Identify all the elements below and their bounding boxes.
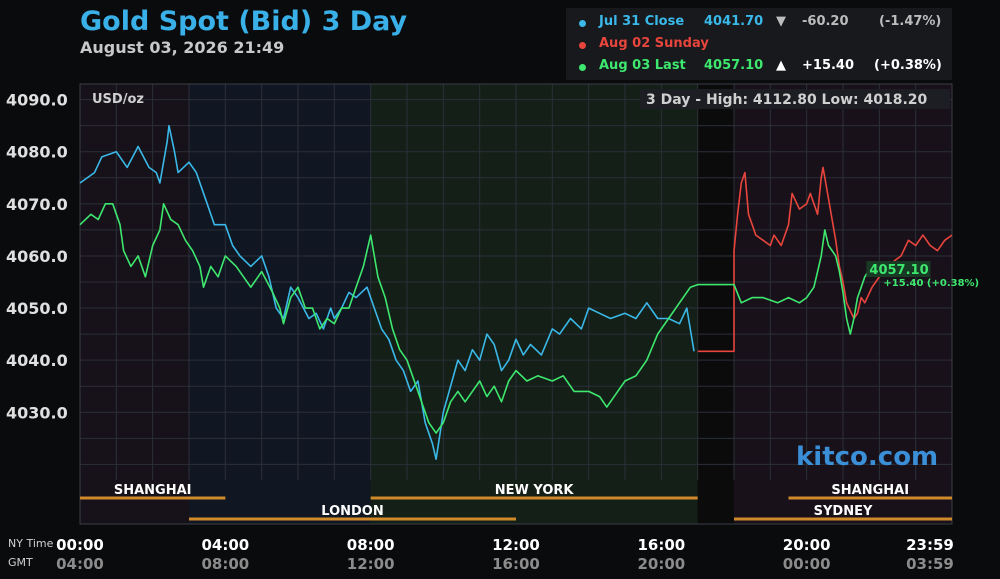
legend-label: Aug 02 Sunday [599, 36, 709, 51]
x-tick-label-ny: 04:00 [201, 536, 249, 554]
last-price-box [866, 261, 931, 278]
legend-arrow: ▲ [776, 58, 786, 73]
session-band [370, 84, 698, 524]
range-info-label: 3 Day - High: 4112.80 Low: 4018.20 [646, 92, 928, 108]
x-tick-label-gmt: 03:59 [906, 555, 954, 573]
session-band [697, 84, 734, 524]
y-tick-label: 4080.0 [6, 143, 68, 162]
legend-item-jul31: Jul 31 Close 4041.70 ▼ -60.20 (-1.47%) [566, 14, 952, 34]
x-tick-label-gmt: 20:00 [637, 555, 685, 573]
series-line [697, 166, 953, 353]
last-change-label: +15.40 (+0.38%) [883, 278, 979, 289]
session-label: SYDNEY [814, 504, 873, 519]
last-price-label: 4057.10 [869, 263, 928, 278]
gmt-label: GMT [8, 556, 33, 569]
series-line [79, 203, 870, 434]
session-label: LONDON [321, 504, 383, 519]
y-tick-label: 4090.0 [6, 91, 68, 110]
legend-dot [579, 20, 586, 27]
session-label: NEW YORK [495, 483, 575, 498]
kitco-watermark: kitco.com [796, 442, 939, 472]
legend-item-aug03: Aug 03 Last 4057.10 ▲ +15.40 (+0.38%) [566, 58, 952, 78]
legend-label: Aug 03 Last [599, 58, 686, 73]
legend-label: Jul 31 Close [599, 14, 685, 29]
y-tick-label: 4050.0 [6, 299, 68, 318]
y-tick-label: 4030.0 [6, 403, 68, 422]
legend-percent: (-1.47%) [879, 14, 942, 29]
x-tick-label-gmt: 12:00 [347, 555, 395, 573]
x-tick-label-ny: 08:00 [347, 536, 395, 554]
legend-change: -60.20 [802, 14, 849, 29]
legend-dot [579, 64, 586, 71]
x-tick-label-ny: 12:00 [492, 536, 540, 554]
chart-legend: Jul 31 Close 4041.70 ▼ -60.20 (-1.47%) A… [566, 8, 952, 80]
chart-title: Gold Spot (Bid) 3 Day [80, 6, 408, 37]
session-band [80, 84, 189, 524]
x-tick-label-ny: 23:59 [906, 536, 954, 554]
legend-percent: (+0.38%) [874, 58, 942, 73]
legend-item-aug02: Aug 02 Sunday [566, 36, 952, 56]
y-tick-label: 4060.0 [6, 247, 68, 266]
session-label: SHANGHAI [831, 483, 909, 498]
x-tick-label-ny: 16:00 [637, 536, 685, 554]
x-tick-label-gmt: 00:00 [783, 555, 831, 573]
legend-arrow: ▼ [776, 14, 786, 29]
unit-label: USD/oz [92, 92, 144, 107]
session-label: SHANGHAI [114, 483, 192, 498]
ny-time-label: NY Time [8, 537, 54, 550]
series-line [79, 124, 695, 460]
x-tick-label-gmt: 16:00 [492, 555, 540, 573]
plot-border [79, 83, 953, 525]
range-info-box [640, 89, 950, 109]
y-tick-label: 4040.0 [6, 351, 68, 370]
session-band [189, 84, 371, 524]
x-tick-label-gmt: 04:00 [56, 555, 104, 573]
legend-value: 4041.70 [704, 14, 764, 29]
legend-change: +15.40 [802, 58, 855, 73]
legend-dot [579, 42, 586, 49]
chart-timestamp: August 03, 2026 21:49 [80, 38, 285, 57]
x-tick-label-ny: 20:00 [783, 536, 831, 554]
x-tick-label-gmt: 08:00 [201, 555, 249, 573]
x-tick-label-ny: 00:00 [56, 536, 104, 554]
legend-value: 4057.10 [704, 58, 764, 73]
y-tick-label: 4070.0 [6, 195, 68, 214]
